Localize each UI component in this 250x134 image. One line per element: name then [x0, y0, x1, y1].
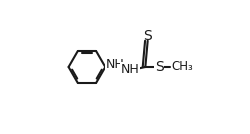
Text: NH: NH	[121, 63, 140, 76]
Text: S: S	[143, 29, 152, 43]
Text: NH: NH	[106, 58, 124, 71]
Text: CH₃: CH₃	[171, 60, 193, 74]
Text: S: S	[155, 60, 164, 74]
